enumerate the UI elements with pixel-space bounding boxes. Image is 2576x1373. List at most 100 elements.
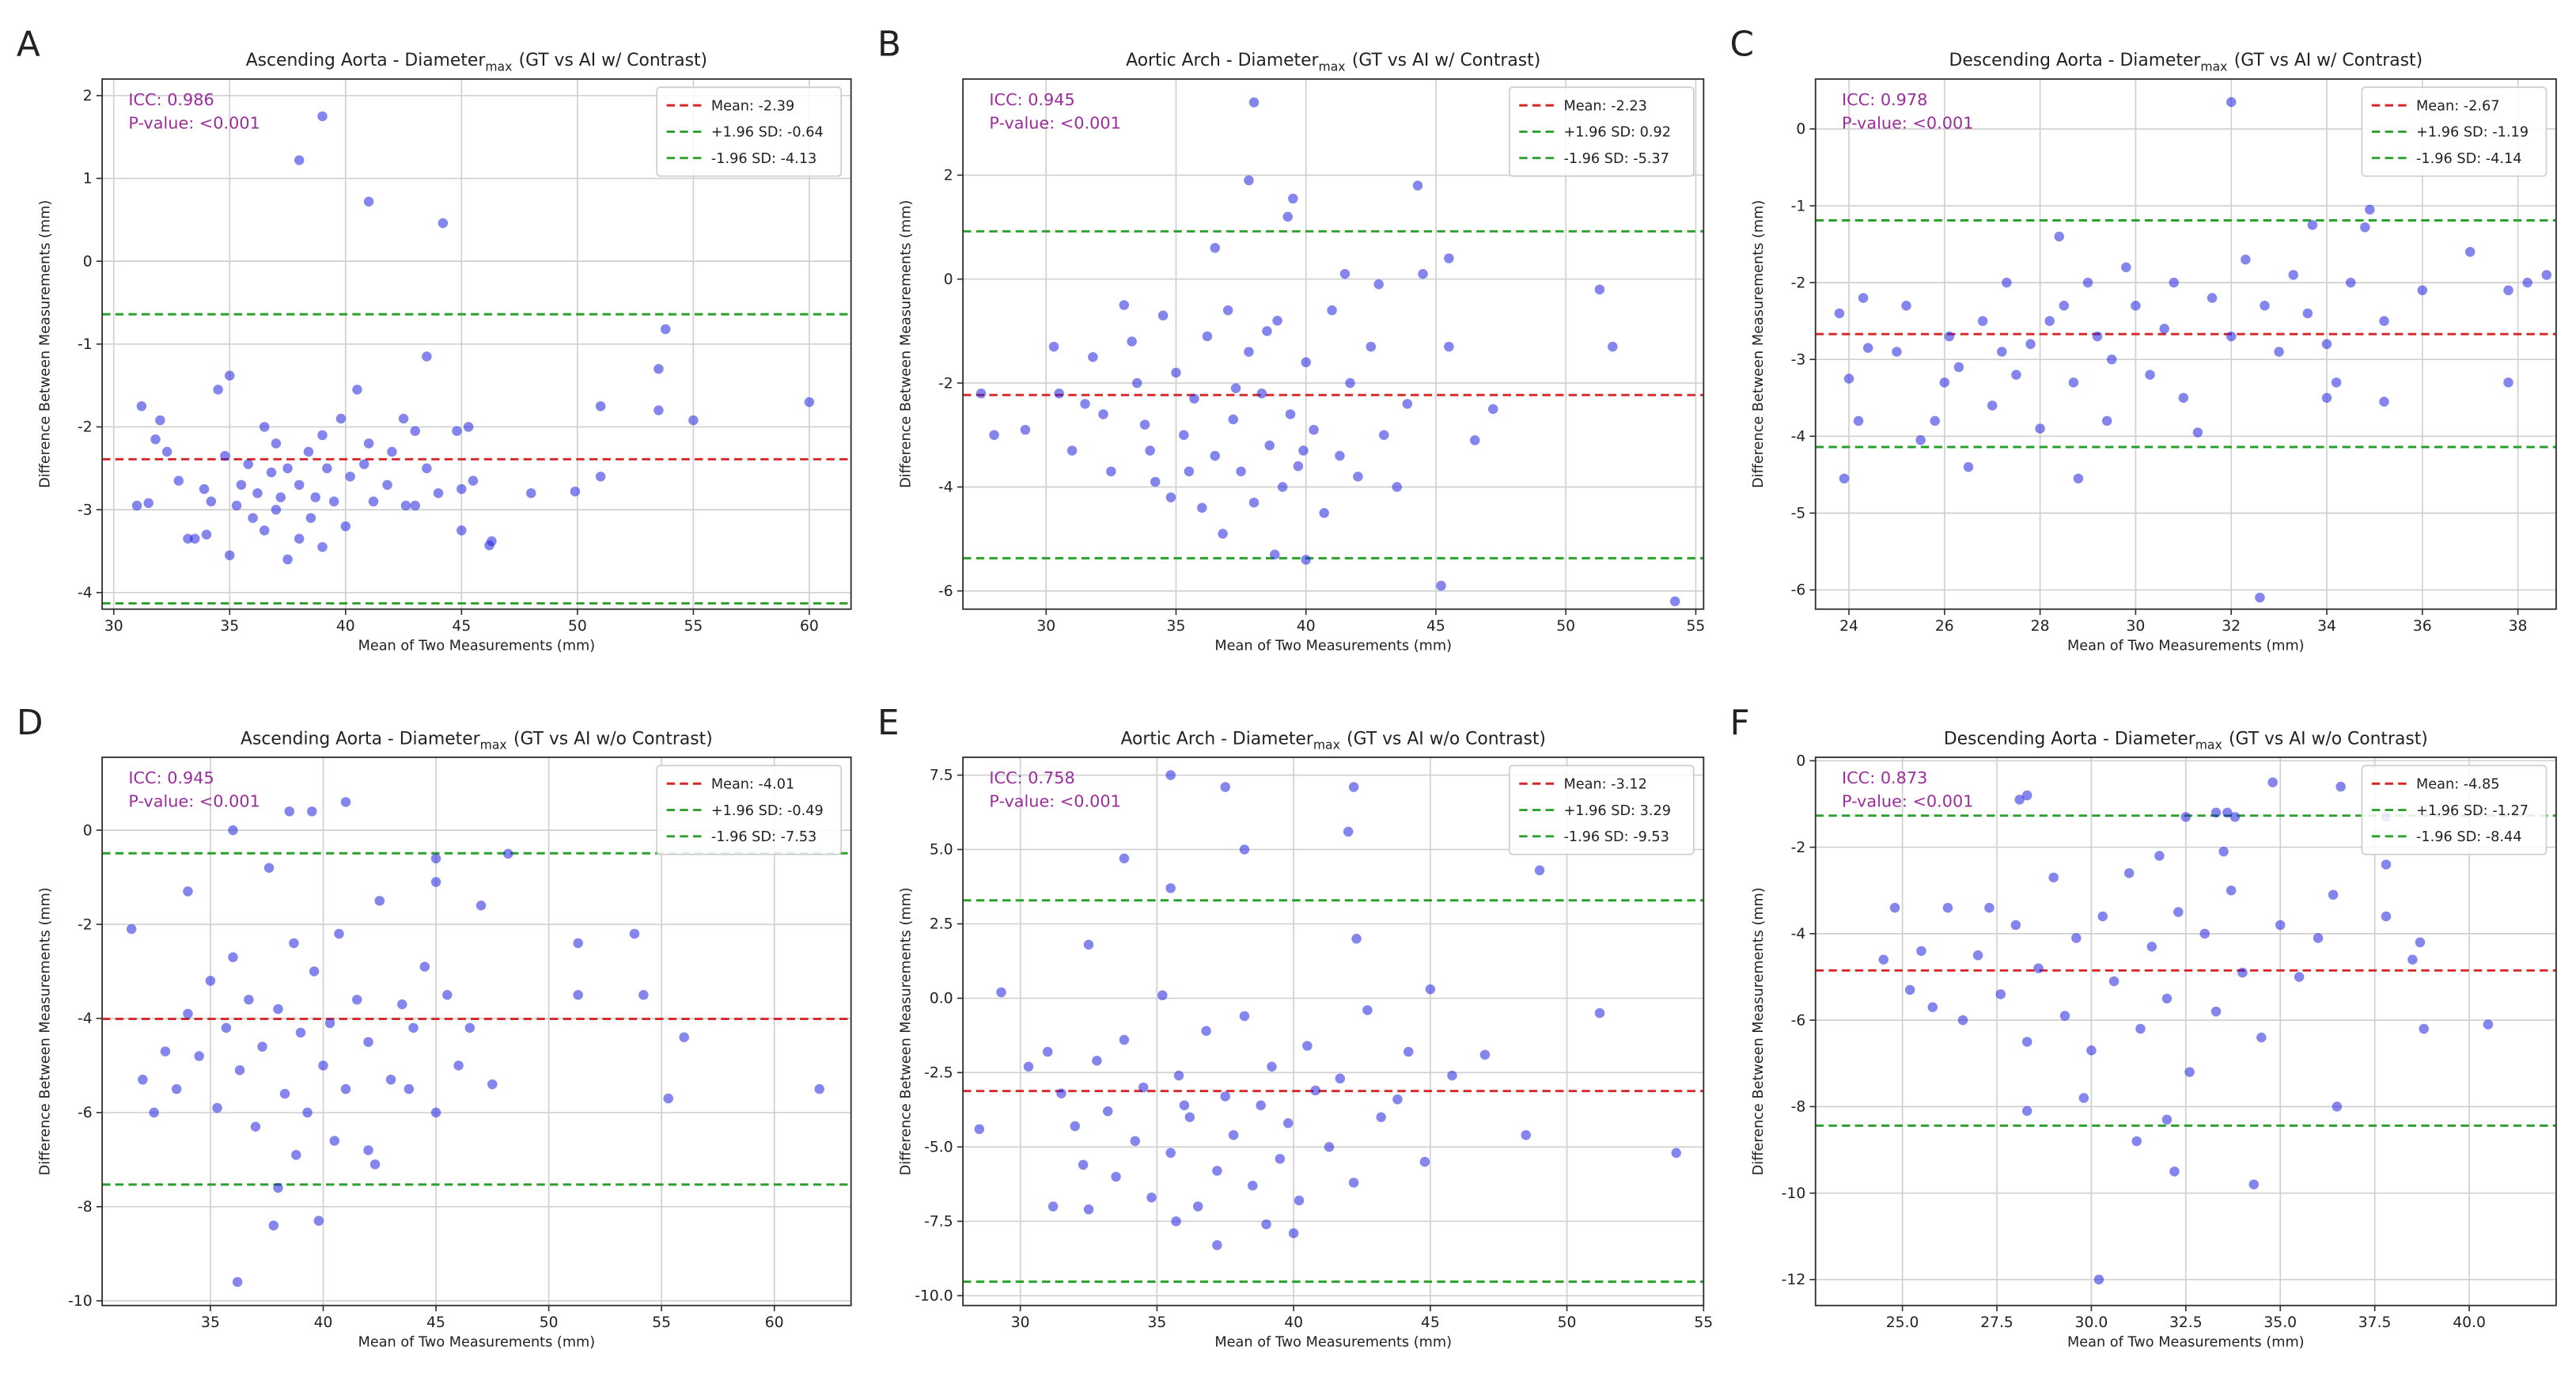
x-tick-label: 40: [1284, 1314, 1303, 1331]
y-axis-label: Difference Between Measurements (mm): [1751, 200, 1767, 488]
data-point: [526, 487, 536, 499]
data-point: [183, 1008, 193, 1019]
data-point: [2417, 285, 2428, 296]
data-point: [1220, 782, 1231, 792]
data-point: [1165, 770, 1176, 780]
panel: A Ascending Aorta - Diametermax (GT vs AI …: [17, 25, 852, 654]
x-axis-label: Mean of Two Measurements (mm): [1214, 1335, 1452, 1351]
panel-label: F: [1730, 703, 1750, 743]
data-point: [1088, 351, 1098, 362]
data-point: [2078, 1093, 2089, 1103]
x-axis-label: Mean of Two Measurements (mm): [358, 1335, 596, 1351]
data-point: [2415, 937, 2426, 948]
data-point: [1239, 1011, 1250, 1022]
data-point: [1080, 399, 1090, 409]
data-point: [295, 1027, 306, 1038]
title-subscript: max: [1319, 59, 1346, 74]
data-point: [368, 496, 379, 506]
data-point: [996, 987, 1006, 998]
data-point: [430, 1107, 441, 1118]
data-point: [1165, 1147, 1176, 1159]
legend-label: +1.96 SD: 0.92: [1563, 125, 1671, 141]
legend-label: +1.96 SD: -0.49: [711, 803, 824, 819]
legend-label: Mean: -4.01: [711, 776, 794, 792]
data-point: [2154, 851, 2165, 861]
data-point: [248, 513, 258, 523]
annotation: P-value: <0.001: [128, 113, 259, 132]
data-point: [2169, 1166, 2180, 1177]
x-tick-label: 30.0: [2075, 1314, 2108, 1331]
data-point: [2379, 396, 2389, 407]
data-point: [2092, 331, 2103, 342]
x-tick-label: 35: [220, 618, 239, 635]
data-point: [2226, 97, 2237, 108]
data-point: [225, 370, 235, 381]
data-point: [1173, 1070, 1184, 1081]
x-tick-label: 55: [1694, 1314, 1713, 1331]
legend-label: -1.96 SD: -8.44: [2416, 829, 2521, 845]
data-point: [804, 396, 815, 408]
data-point: [2255, 592, 2265, 603]
data-point: [1179, 1100, 1190, 1110]
data-point: [1146, 1193, 1157, 1203]
data-point: [1277, 482, 1288, 492]
legend-box: [1508, 764, 1695, 855]
data-point: [595, 472, 606, 482]
data-point: [2464, 247, 2476, 257]
data-point: [2503, 285, 2513, 296]
data-point: [318, 1060, 328, 1071]
x-axis-label: Mean of Two Measurements (mm): [1214, 639, 1452, 654]
data-point: [2256, 1032, 2267, 1043]
data-point: [453, 1060, 464, 1071]
data-point: [1916, 946, 1926, 956]
y-tick-label: 2.5: [930, 916, 953, 933]
data-point: [2199, 928, 2210, 939]
x-tick-label: 35.0: [2263, 1314, 2297, 1331]
y-tick-label: -1: [1791, 198, 1806, 214]
data-point: [303, 446, 314, 457]
data-point: [573, 990, 583, 1000]
data-point: [173, 476, 184, 486]
data-point: [1379, 430, 1389, 440]
data-point: [2146, 942, 2157, 952]
data-point: [294, 533, 305, 544]
data-point: [2328, 889, 2339, 900]
data-point: [1345, 377, 1355, 389]
data-point: [271, 504, 282, 515]
data-point: [2365, 204, 2375, 215]
x-axis-label: Mean of Two Measurements (mm): [2067, 639, 2305, 654]
data-point: [1309, 424, 1319, 435]
data-point: [1977, 316, 1988, 326]
data-point: [1165, 883, 1176, 893]
data-point: [2093, 1274, 2104, 1285]
data-point: [2035, 423, 2045, 434]
data-point: [244, 994, 254, 1005]
data-point: [1444, 341, 1454, 352]
data-point: [1285, 409, 1296, 419]
data-point: [335, 413, 347, 424]
legend-box: [656, 86, 843, 177]
data-point: [1119, 1034, 1130, 1045]
data-point: [1834, 308, 1845, 319]
y-tick-label: -2: [78, 916, 93, 933]
data-point: [1248, 497, 1260, 508]
data-point: [2321, 393, 2332, 403]
data-point: [1066, 446, 1078, 456]
data-point: [1301, 555, 1311, 565]
data-point: [1157, 310, 1169, 320]
data-point: [468, 476, 479, 486]
panel: E Aortic Arch - Diametermax (GT vs AI w/o …: [877, 703, 1713, 1351]
data-point: [310, 492, 320, 503]
data-point: [289, 938, 299, 949]
data-point: [2021, 1106, 2032, 1117]
data-point: [1671, 1147, 1681, 1159]
panel: B Aortic Arch - Diametermax (GT vs AI w/ C…: [877, 25, 1705, 654]
data-point: [2184, 1067, 2195, 1077]
data-point: [1106, 466, 1116, 476]
data-point: [1139, 419, 1150, 430]
legend-label: -1.96 SD: -9.53: [1563, 829, 1669, 845]
data-point: [1102, 1106, 1113, 1117]
legend-label: +1.96 SD: -1.27: [2416, 803, 2529, 819]
data-point: [1248, 97, 1260, 108]
